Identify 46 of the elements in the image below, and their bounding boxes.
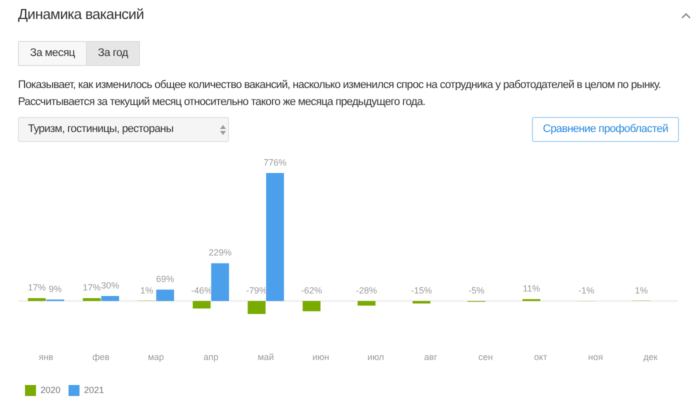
tab[interactable]: За год — [86, 41, 140, 66]
compare-button[interactable]: Сравнение профобластей — [532, 117, 679, 142]
data-label: 776% — [264, 157, 287, 168]
x-tick-label: апр — [203, 352, 218, 362]
data-label: -15% — [410, 285, 432, 296]
tab[interactable]: За месяц — [18, 41, 87, 66]
legend-label: 2021 — [84, 384, 104, 395]
x-tick-label: янв — [38, 352, 54, 362]
bar — [82, 298, 101, 301]
bar — [156, 290, 174, 301]
bar — [412, 300, 430, 304]
bar — [302, 300, 321, 312]
bar — [192, 300, 211, 309]
data-label: -62% — [301, 285, 322, 296]
x-tick-label: фев — [92, 352, 110, 362]
bar — [248, 300, 266, 314]
bar — [358, 300, 376, 306]
x-tick-label: июн — [312, 352, 330, 362]
data-label: 17% — [28, 282, 46, 293]
data-label: 229% — [208, 248, 232, 258]
data-label: 17% — [82, 282, 101, 293]
x-tick-label: июл — [367, 352, 384, 362]
dropdown-select[interactable]: Туризм, гостиницы, рестораны — [18, 117, 229, 142]
data-label: 9% — [48, 284, 62, 294]
bar — [28, 298, 46, 301]
x-tick-label: дек — [643, 352, 658, 362]
data-label: 1% — [634, 285, 648, 296]
chart-title: Динамика вакансий — [18, 7, 144, 23]
data-label: -5% — [468, 285, 484, 296]
x-tick-label: мар — [148, 352, 164, 362]
bar — [211, 263, 230, 301]
bar — [101, 296, 120, 301]
x-tick-label: май — [258, 352, 274, 362]
data-label: -28% — [356, 285, 378, 296]
data-label: 30% — [101, 280, 120, 291]
data-label: 1% — [140, 285, 154, 296]
x-tick-label: авг — [424, 352, 438, 362]
chart-subtitle: Показывает, как изменилось общее количество вакансий, насколько изменился спрос на сотрудника у работодателей в целом по рынку. Рассчитывается за текущий месяц относительно такого же месяца предыдущего года. — [18, 78, 662, 110]
x-tick-label: окт — [534, 352, 548, 362]
data-label: 11% — [522, 284, 540, 294]
x-tick-label: сен — [478, 352, 493, 362]
legend-label: 2020 — [40, 384, 61, 395]
x-tick-label: ноя — [588, 352, 604, 362]
data-label: 69% — [156, 274, 174, 284]
bar — [266, 173, 284, 301]
data-label: -1% — [578, 285, 594, 296]
